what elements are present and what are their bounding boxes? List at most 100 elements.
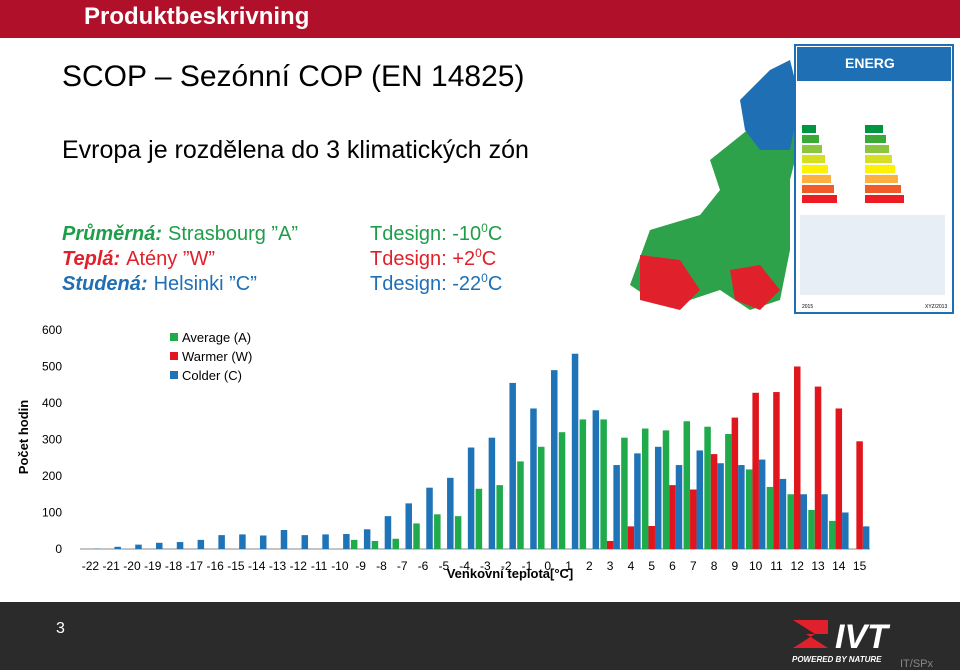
y-tick-label: 500: [42, 360, 62, 374]
x-tick-label: -16: [206, 559, 224, 573]
tdesign: Tdesign: -22: [370, 273, 481, 295]
bar: [641, 428, 649, 549]
bar: [176, 542, 184, 549]
x-tick-label: -12: [290, 559, 308, 573]
bar: [467, 447, 475, 549]
x-tick-label: 8: [711, 559, 718, 573]
bar: [350, 539, 358, 549]
x-tick-label: -14: [248, 559, 266, 573]
ladder-bar: [865, 155, 892, 163]
tagline: POWERED BY NATURE: [792, 655, 882, 664]
bar: [793, 366, 801, 549]
zone-line: Studená: Helsinki ”C”: [62, 273, 257, 295]
bar: [135, 544, 142, 549]
bar: [530, 408, 537, 549]
y-tick-label: 200: [42, 469, 62, 483]
bar: [766, 486, 774, 549]
x-tick-label: 4: [628, 559, 635, 573]
bar: [413, 523, 420, 549]
bar: [829, 520, 836, 549]
bar: [114, 546, 121, 549]
bar: [426, 487, 433, 549]
bar: [496, 485, 503, 549]
zone-tdesign: Tdesign: -100C: [370, 221, 502, 245]
zone-city: Strasbourg ”A”: [168, 223, 298, 245]
bar: [475, 488, 483, 549]
x-tick-label: 9: [732, 559, 739, 573]
energy-code: XYZ/2013: [925, 304, 947, 310]
bar: [787, 494, 794, 549]
bar: [808, 509, 815, 549]
bar: [197, 539, 205, 549]
x-tick-label: -1: [522, 559, 533, 573]
ladder-bar: [802, 155, 825, 163]
bar: [558, 432, 566, 549]
bar: [218, 535, 225, 549]
zone-line: Teplá: Atény ”W”: [62, 248, 215, 270]
ladder-bar: [802, 175, 831, 183]
x-tick-label: -13: [269, 559, 287, 573]
bar: [738, 465, 745, 549]
bar: [634, 453, 641, 549]
x-tick-label: 11: [770, 559, 783, 573]
bar: [862, 526, 870, 549]
bar: [752, 392, 759, 549]
bar: [259, 535, 267, 549]
y-tick-label: 400: [42, 396, 62, 410]
ladder-bar: [802, 165, 828, 173]
bar: [392, 538, 399, 549]
ladder-bar: [802, 195, 837, 203]
footer-code: IT/SPx: [900, 658, 934, 670]
bar: [710, 454, 718, 549]
bar: [800, 494, 807, 549]
x-tick-label: 0: [544, 559, 551, 573]
bar: [683, 421, 691, 549]
ladder-bar: [865, 135, 886, 143]
zone-city: Atény ”W”: [126, 248, 215, 270]
x-tick-label: -18: [165, 559, 183, 573]
bar: [745, 469, 753, 549]
bar: [322, 534, 329, 549]
ladder-bar: [865, 145, 889, 153]
x-tick-label: -2: [501, 559, 512, 573]
legend-label: Colder (C): [182, 368, 242, 383]
bar: [842, 512, 849, 549]
x-tick-label: -22: [82, 559, 100, 573]
x-tick-label: -20: [123, 559, 141, 573]
zone-tdesign: Tdesign: +20C: [370, 246, 496, 270]
bar: [384, 516, 392, 549]
bar: [758, 459, 766, 549]
x-tick-label: -10: [331, 559, 349, 573]
bar: [835, 408, 843, 549]
energy-brand: ENERG: [845, 55, 895, 71]
ladder-bar: [865, 185, 901, 193]
bar: [704, 426, 711, 549]
x-tick-label: -21: [103, 559, 121, 573]
x-tick-label: -7: [397, 559, 408, 573]
x-tick-label: 14: [832, 559, 846, 573]
bar: [696, 450, 704, 549]
bar: [654, 446, 662, 549]
bar: [517, 461, 524, 549]
energy-label: ENERG 2015 XYZ/2013: [794, 44, 954, 314]
tdesign-unit: C: [482, 248, 496, 270]
legend-label: Average (A): [182, 330, 251, 345]
x-axis-label: Venkovní teplota[°C]: [447, 566, 574, 581]
bar: [343, 534, 350, 549]
bar: [156, 542, 163, 549]
tdesign: Tdesign: +2: [370, 248, 475, 270]
x-tick-label: 6: [669, 559, 676, 573]
energy-year: 2015: [802, 304, 813, 310]
bar: [371, 540, 379, 549]
logo: IVT: [835, 618, 891, 656]
x-tick-label: -6: [418, 559, 429, 573]
x-tick-label: -4: [459, 559, 470, 573]
zones: Průměrná: Strasbourg ”A” Tdesign: -100CTep…: [62, 221, 502, 295]
x-tick-label: -19: [144, 559, 162, 573]
y-tick-label: 300: [42, 433, 62, 447]
bar: [363, 529, 371, 549]
europe-map: [630, 60, 800, 310]
bar: [675, 465, 683, 549]
